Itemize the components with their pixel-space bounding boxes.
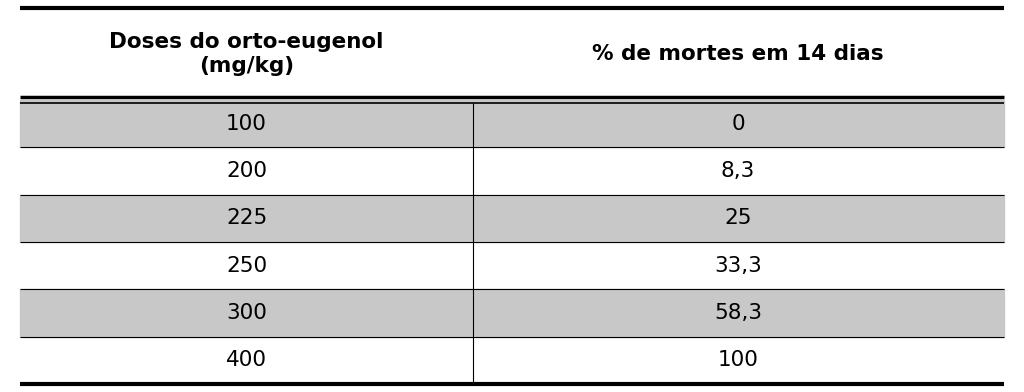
Bar	[20, 289, 1004, 337]
Text: 400: 400	[226, 350, 267, 370]
Bar	[20, 195, 1004, 242]
Text: % de mortes em 14 dias: % de mortes em 14 dias	[592, 44, 884, 64]
Text: 33,3: 33,3	[714, 256, 762, 276]
Text: 8,3: 8,3	[721, 161, 756, 181]
Text: 0: 0	[731, 114, 744, 134]
Text: 200: 200	[226, 161, 267, 181]
Text: Doses do orto-eugenol
(mg/kg): Doses do orto-eugenol (mg/kg)	[110, 31, 384, 76]
Bar	[20, 8, 1004, 100]
Text: 58,3: 58,3	[714, 303, 762, 323]
Bar	[20, 100, 1004, 147]
Text: 100: 100	[718, 350, 759, 370]
Text: 250: 250	[226, 256, 267, 276]
Text: 225: 225	[226, 209, 267, 229]
Text: 300: 300	[226, 303, 267, 323]
Text: 100: 100	[226, 114, 267, 134]
Text: 25: 25	[724, 209, 752, 229]
